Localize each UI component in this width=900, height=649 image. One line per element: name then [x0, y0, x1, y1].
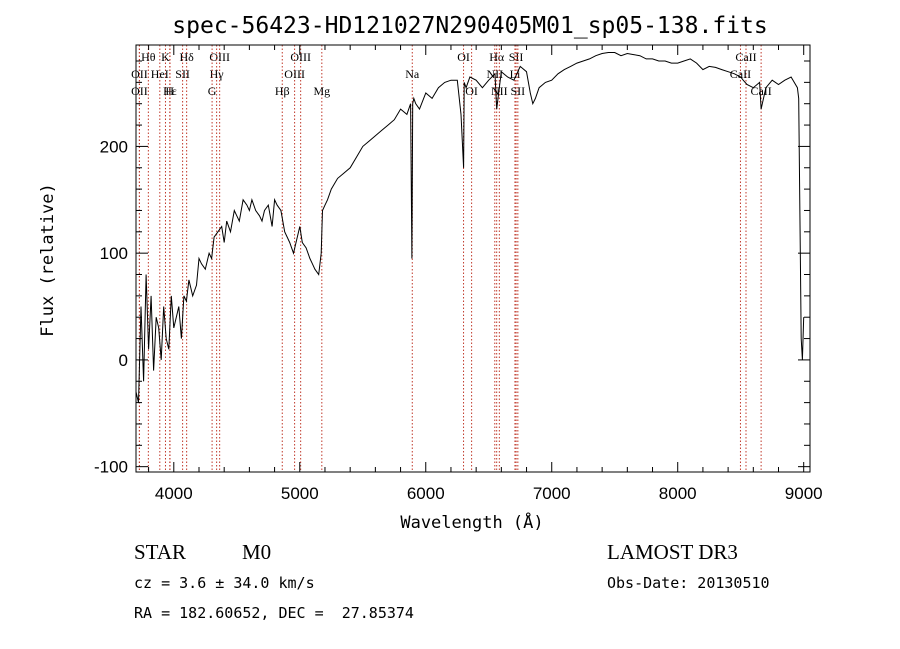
y-tick-label: -100: [94, 458, 128, 477]
line-marker-label: G: [208, 84, 217, 98]
line-marker-label: Hα: [489, 50, 505, 64]
y-tick-label: 100: [100, 244, 128, 263]
line-marker-label: Hθ: [141, 50, 156, 64]
y-tick-label: 200: [100, 137, 128, 156]
line-marker-label: OIII: [284, 67, 305, 81]
line-marker-label: OI: [457, 50, 470, 64]
redshift-value: cz = 3.6 ± 34.0 km/s: [134, 574, 315, 592]
line-marker-label: K: [161, 50, 170, 64]
x-axis-label: Wavelength (Å): [400, 511, 543, 533]
line-marker-label: SII: [509, 50, 524, 64]
line-marker-label: OIII: [209, 50, 230, 64]
chart-title: spec-56423-HD121027N290405M01_sp05-138.f…: [172, 13, 767, 39]
x-tick-label: 4000: [155, 484, 193, 503]
x-tick-label: 6000: [407, 484, 445, 503]
line-marker-label: Hγ: [210, 67, 225, 81]
line-marker-label: HeI: [151, 67, 169, 81]
line-marker-label: Li: [510, 67, 521, 81]
x-tick-label: 9000: [785, 484, 823, 503]
axis-ticks: 4000 5000 6000 7000 8000 9000 -100 0 100 200: [94, 45, 823, 503]
line-marker-label: OIII: [290, 50, 311, 64]
line-marker-label: CaII: [735, 50, 756, 64]
object-subclass: M0: [242, 540, 272, 564]
spectrum-line: [135, 52, 805, 403]
y-axis-label: Flux (relative): [38, 183, 58, 337]
line-marker-label: H: [165, 84, 174, 98]
coordinates: RA = 182.60652, DEC = 27.85374: [134, 604, 414, 622]
y-tick-label: 0: [119, 351, 128, 370]
line-marker-label: CaII: [750, 84, 771, 98]
line-marker-label: SII: [175, 67, 190, 81]
x-tick-label: 5000: [281, 484, 319, 503]
line-marker-label: OII: [131, 84, 148, 98]
plot-frame: [135, 44, 811, 473]
line-marker-label: Hδ: [179, 50, 194, 64]
line-marker-label: Mg: [313, 84, 330, 98]
line-marker-label: CaII: [730, 67, 751, 81]
obs-date: Obs-Date: 20130510: [607, 574, 770, 592]
line-marker-label: SII: [511, 84, 526, 98]
line-marker-label: OI: [465, 84, 478, 98]
x-tick-label: 7000: [533, 484, 571, 503]
x-tick-label: 8000: [659, 484, 697, 503]
line-marker-label: Na: [405, 67, 420, 81]
object-class: STAR: [134, 540, 186, 564]
survey-name: LAMOST DR3: [607, 540, 738, 564]
line-marker-label: Hβ: [275, 84, 290, 98]
emission-line-markers: Hθ K Hδ OIII OIII OI Hα SII CaII OII HeI SII Hγ OIII N…: [131, 45, 772, 472]
